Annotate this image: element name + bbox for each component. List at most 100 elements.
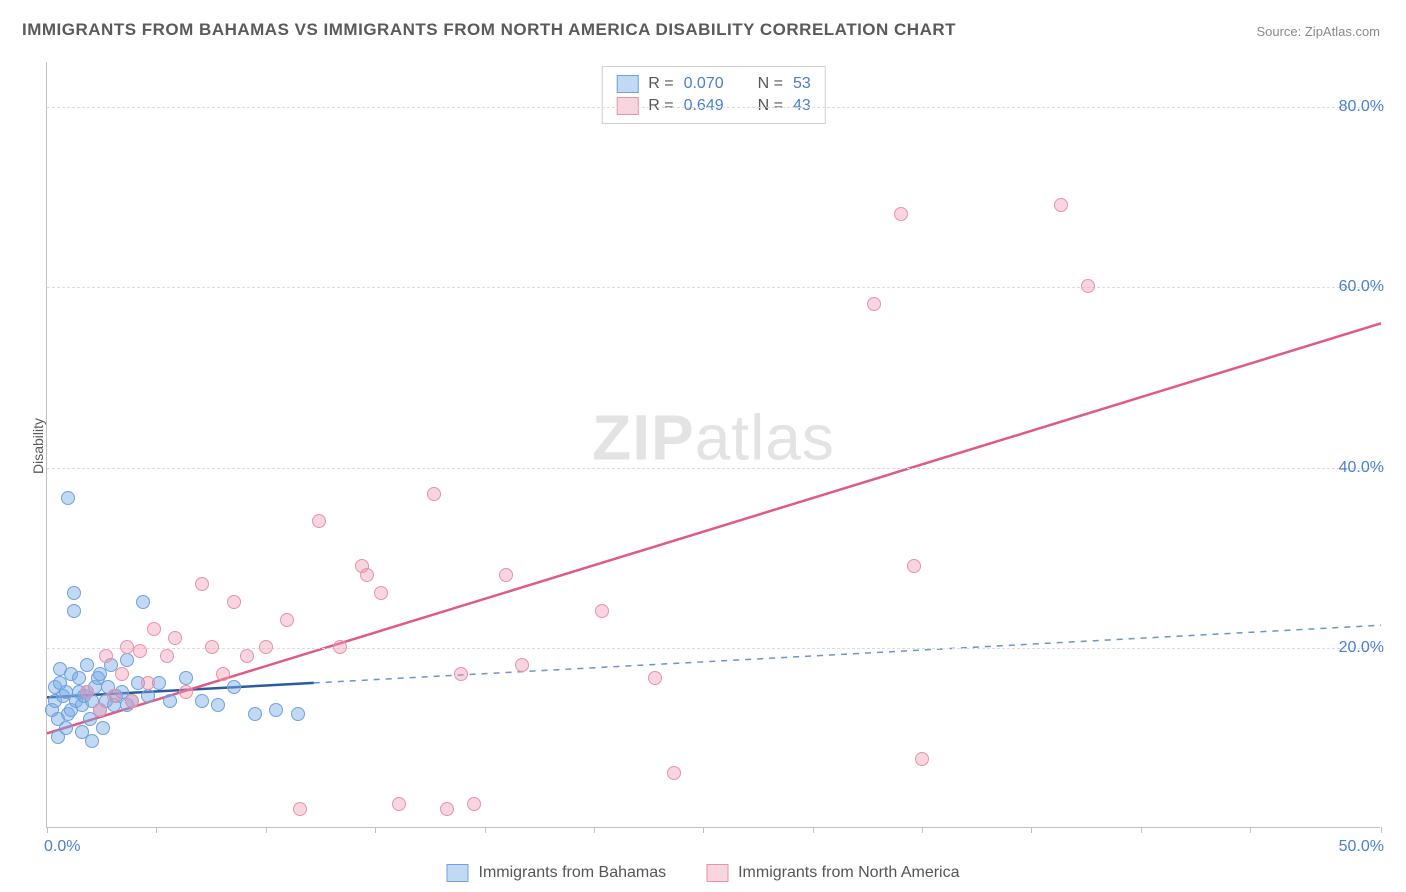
data-point: [160, 649, 174, 663]
data-point: [280, 613, 294, 627]
stat-label: N =: [758, 75, 783, 93]
data-point: [163, 694, 177, 708]
data-point: [141, 689, 155, 703]
x-tick: [703, 827, 704, 833]
x-tick: [1250, 827, 1251, 833]
series-legend-item: Immigrants from Bahamas: [447, 864, 667, 882]
trend-lines: [47, 62, 1381, 828]
data-point: [867, 297, 881, 311]
stat-label: N =: [758, 97, 783, 115]
data-point: [454, 667, 468, 681]
data-point: [93, 703, 107, 717]
n-value: 53: [793, 75, 811, 93]
legend-swatch: [616, 75, 638, 93]
gridline: [47, 468, 1380, 469]
data-point: [195, 694, 209, 708]
data-point: [648, 671, 662, 685]
y-tick-label: 60.0%: [1339, 278, 1384, 296]
data-point: [195, 577, 209, 591]
data-point: [141, 676, 155, 690]
data-point: [136, 595, 150, 609]
series-label: Immigrants from Bahamas: [479, 864, 667, 882]
data-point: [907, 559, 921, 573]
data-point: [595, 604, 609, 618]
x-tick-label: 50.0%: [1339, 838, 1384, 856]
x-tick: [266, 827, 267, 833]
data-point: [915, 752, 929, 766]
data-point: [227, 680, 241, 694]
x-tick: [1031, 827, 1032, 833]
data-point: [1081, 279, 1095, 293]
data-point: [392, 797, 406, 811]
x-tick: [47, 827, 48, 833]
y-axis-label: Disability: [30, 418, 46, 474]
x-tick: [594, 827, 595, 833]
series-legend-item: Immigrants from North America: [706, 864, 959, 882]
data-point: [61, 491, 75, 505]
data-point: [269, 703, 283, 717]
x-tick: [485, 827, 486, 833]
y-tick-label: 80.0%: [1339, 98, 1384, 116]
data-point: [211, 698, 225, 712]
data-point: [72, 671, 86, 685]
data-point: [99, 649, 113, 663]
data-point: [667, 766, 681, 780]
data-point: [168, 631, 182, 645]
data-point: [248, 707, 262, 721]
data-point: [360, 568, 374, 582]
data-point: [80, 658, 94, 672]
data-point: [374, 586, 388, 600]
y-tick-label: 40.0%: [1339, 459, 1384, 477]
data-point: [80, 685, 94, 699]
data-point: [427, 487, 441, 501]
data-point: [291, 707, 305, 721]
r-value: 0.649: [684, 97, 724, 115]
data-point: [205, 640, 219, 654]
x-tick: [156, 827, 157, 833]
source-label: Source: ZipAtlas.com: [1256, 24, 1380, 39]
watermark: ZIPatlas: [592, 400, 835, 474]
x-tick-label: 0.0%: [44, 838, 80, 856]
data-point: [133, 644, 147, 658]
data-point: [179, 671, 193, 685]
x-tick: [375, 827, 376, 833]
stat-label: R =: [648, 75, 673, 93]
data-point: [85, 734, 99, 748]
x-tick: [813, 827, 814, 833]
data-point: [67, 604, 81, 618]
data-point: [120, 640, 134, 654]
legend-swatch: [616, 97, 638, 115]
data-point: [216, 667, 230, 681]
x-tick: [1141, 827, 1142, 833]
chart-title: IMMIGRANTS FROM BAHAMAS VS IMMIGRANTS FR…: [22, 20, 956, 40]
data-point: [259, 640, 273, 654]
data-point: [312, 514, 326, 528]
data-point: [499, 568, 513, 582]
legend-swatch: [706, 864, 728, 882]
data-point: [515, 658, 529, 672]
y-tick-label: 20.0%: [1339, 639, 1384, 657]
x-tick: [1381, 827, 1382, 833]
data-point: [125, 694, 139, 708]
data-point: [467, 797, 481, 811]
n-value: 43: [793, 97, 811, 115]
series-label: Immigrants from North America: [738, 864, 959, 882]
x-tick: [922, 827, 923, 833]
stat-label: R =: [648, 97, 673, 115]
scatter-chart: ZIPatlas R = 0.070 N = 53 R = 0.649 N = 43: [46, 62, 1380, 828]
gridline: [47, 287, 1380, 288]
data-point: [115, 667, 129, 681]
stats-legend: R = 0.070 N = 53 R = 0.649 N = 43: [601, 66, 826, 124]
data-point: [107, 689, 121, 703]
data-point: [240, 649, 254, 663]
legend-swatch: [447, 864, 469, 882]
data-point: [227, 595, 241, 609]
data-point: [59, 721, 73, 735]
r-value: 0.070: [684, 75, 724, 93]
data-point: [120, 653, 134, 667]
data-point: [440, 802, 454, 816]
stats-legend-row: R = 0.070 N = 53: [616, 73, 811, 95]
series-legend: Immigrants from Bahamas Immigrants from N…: [447, 864, 960, 882]
data-point: [1054, 198, 1068, 212]
data-point: [894, 207, 908, 221]
